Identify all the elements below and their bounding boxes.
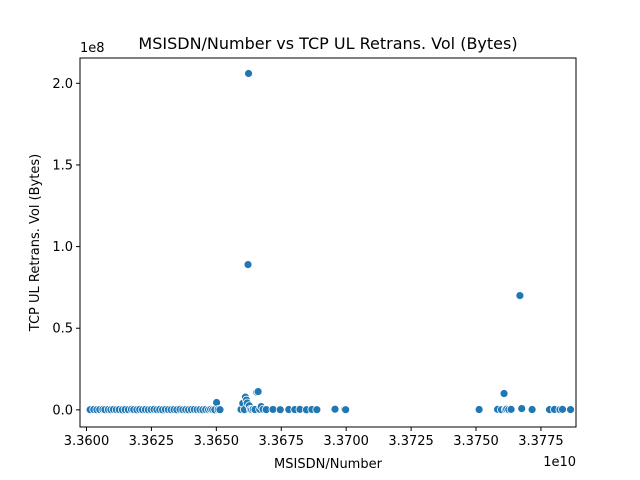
data-point-75	[330, 404, 340, 414]
plot-frame	[79, 57, 577, 428]
data-point-93	[566, 405, 575, 415]
y-tick-label: 1.5	[52, 158, 73, 173]
y-tick-label: 0.0	[52, 403, 73, 418]
y-axis-ticks: 0.0 0.5 1.0 1.5 2.0	[52, 77, 80, 418]
data-point-74	[312, 405, 322, 415]
x-tick-label: 3.3750	[453, 434, 499, 449]
x-axis-label: MSISDN/Number	[274, 457, 383, 472]
data-point-86	[515, 291, 525, 300]
x-axis-ticks: 3.3600 3.3625 3.3650 3.3675 3.3700 3.3725 3.37…	[64, 427, 564, 449]
x-tick-label: 3.3650	[194, 434, 240, 449]
data-point-77	[341, 405, 351, 415]
data-point-92	[558, 404, 567, 414]
data-point-68	[275, 405, 285, 415]
data-point-55	[244, 69, 253, 78]
x-tick-label: 3.3725	[388, 434, 434, 449]
x-tick-label: 3.3600	[64, 434, 110, 449]
data-point-67	[268, 405, 278, 414]
y-axis-offset-label: 1e8	[80, 41, 105, 56]
data-point-81	[499, 389, 509, 398]
x-tick-label: 3.3675	[259, 434, 305, 449]
data-point-62	[253, 387, 263, 396]
x-axis-offset-label: 1e10	[543, 455, 576, 470]
data-point-54	[243, 260, 253, 269]
data-point-85	[506, 404, 516, 414]
y-axis-label: TCP UL Retrans. Vol (Bytes)	[28, 154, 43, 332]
data-point-88	[527, 405, 537, 414]
x-tick-label: 3.3700	[323, 434, 369, 449]
chart-title: MSISDN/Number vs TCP UL Retrans. Vol (By…	[138, 34, 517, 53]
x-tick-label: 3.3775	[518, 434, 564, 449]
plot-area	[80, 58, 576, 427]
points-layer	[85, 69, 575, 415]
y-tick-label: 2.0	[52, 77, 73, 92]
data-point-47	[215, 405, 225, 415]
y-tick-label: 0.5	[52, 322, 73, 337]
data-point-87	[517, 404, 527, 413]
data-point-78	[474, 405, 484, 414]
y-tick-label: 1.0	[52, 240, 73, 255]
x-tick-label: 3.3625	[129, 434, 175, 449]
